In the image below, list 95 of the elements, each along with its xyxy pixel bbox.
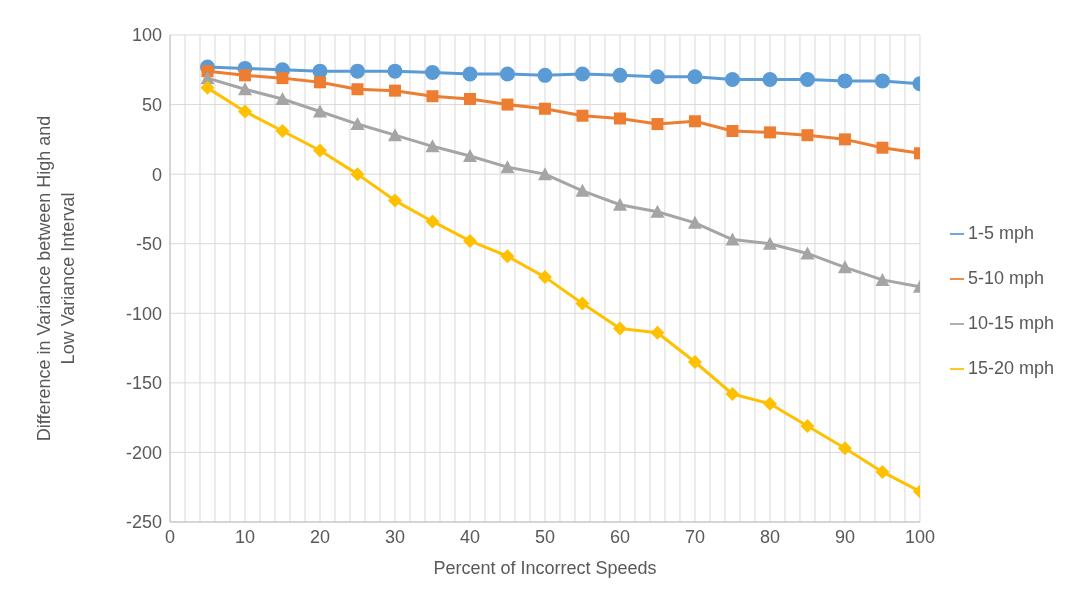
y-tick-label: -200 xyxy=(125,442,162,463)
point xyxy=(312,143,327,158)
y-tick-label: -250 xyxy=(125,512,162,533)
legend-label: 10-15 mph xyxy=(967,313,1054,333)
x-tick-label: 30 xyxy=(384,526,405,547)
point xyxy=(424,65,440,81)
x-tick-label: 0 xyxy=(164,526,176,547)
point xyxy=(462,233,477,248)
y-tick-label: -50 xyxy=(135,234,162,255)
y-tick-label: -150 xyxy=(125,373,162,394)
point xyxy=(688,115,701,128)
point xyxy=(387,193,402,208)
point xyxy=(763,126,776,139)
point xyxy=(801,129,814,142)
x-tick-label: 70 xyxy=(684,526,705,547)
point xyxy=(837,441,852,456)
point xyxy=(799,72,815,88)
point xyxy=(612,197,627,211)
point xyxy=(462,66,478,82)
x-tick-label: 20 xyxy=(309,526,330,547)
legend-label: 5-10 mph xyxy=(967,268,1044,288)
point xyxy=(349,63,365,79)
point xyxy=(612,67,628,83)
point xyxy=(874,73,890,89)
point xyxy=(725,232,740,246)
point xyxy=(875,464,890,479)
point xyxy=(313,76,326,89)
x-tick-label: 40 xyxy=(459,526,480,547)
point xyxy=(538,102,551,115)
point xyxy=(387,128,402,142)
point xyxy=(500,160,515,174)
x-tick-label: 50 xyxy=(534,526,555,547)
point xyxy=(575,183,590,197)
point xyxy=(350,117,365,131)
point xyxy=(876,141,889,154)
point xyxy=(426,90,439,103)
point xyxy=(687,215,702,229)
point xyxy=(838,133,851,146)
point xyxy=(388,84,401,97)
point xyxy=(650,204,665,218)
y-tick-label: 0 xyxy=(151,164,162,185)
point xyxy=(237,104,252,119)
point xyxy=(537,67,553,83)
point xyxy=(875,272,890,286)
y-tick-label: 100 xyxy=(131,25,162,46)
point xyxy=(351,83,364,96)
point xyxy=(576,109,589,122)
point xyxy=(537,270,552,285)
point xyxy=(762,236,777,250)
point xyxy=(276,72,289,85)
x-axis-title: Percent of Incorrect Speeds xyxy=(433,558,657,578)
legend-label: 1-5 mph xyxy=(967,223,1034,243)
point xyxy=(575,296,590,311)
point xyxy=(837,260,852,274)
point xyxy=(500,249,515,264)
point xyxy=(762,72,778,88)
point xyxy=(312,104,327,118)
point xyxy=(200,80,215,95)
point xyxy=(725,386,740,401)
point xyxy=(651,118,664,131)
point xyxy=(762,396,777,411)
point xyxy=(800,418,815,433)
point xyxy=(501,98,514,111)
x-tick-label: 90 xyxy=(834,526,855,547)
point xyxy=(687,354,702,369)
point xyxy=(574,66,590,82)
point xyxy=(499,66,515,82)
point xyxy=(613,112,626,125)
x-tick-label: 60 xyxy=(609,526,630,547)
point xyxy=(237,82,252,96)
point xyxy=(425,214,440,229)
point xyxy=(275,92,290,106)
x-tick-label: 10 xyxy=(234,526,256,547)
point xyxy=(612,321,627,336)
point xyxy=(275,124,290,139)
x-tick-label: 80 xyxy=(759,526,780,547)
y-tick-label: -100 xyxy=(125,303,162,324)
point xyxy=(387,63,403,79)
point xyxy=(650,325,665,340)
point xyxy=(724,72,740,88)
point xyxy=(537,167,552,181)
x-tick-label: 100 xyxy=(904,526,935,547)
point xyxy=(463,93,476,106)
point xyxy=(462,149,477,163)
point xyxy=(238,69,251,82)
point xyxy=(800,246,815,260)
point xyxy=(425,139,440,153)
legend-label: 15-20 mph xyxy=(967,358,1054,378)
point xyxy=(687,69,703,85)
point xyxy=(726,125,739,138)
point xyxy=(350,167,365,182)
point xyxy=(837,73,853,89)
y-axis-title: Difference in Variance between High and Low Variance Interval xyxy=(34,115,78,442)
point xyxy=(649,69,665,85)
y-tick-label: 50 xyxy=(141,94,162,115)
